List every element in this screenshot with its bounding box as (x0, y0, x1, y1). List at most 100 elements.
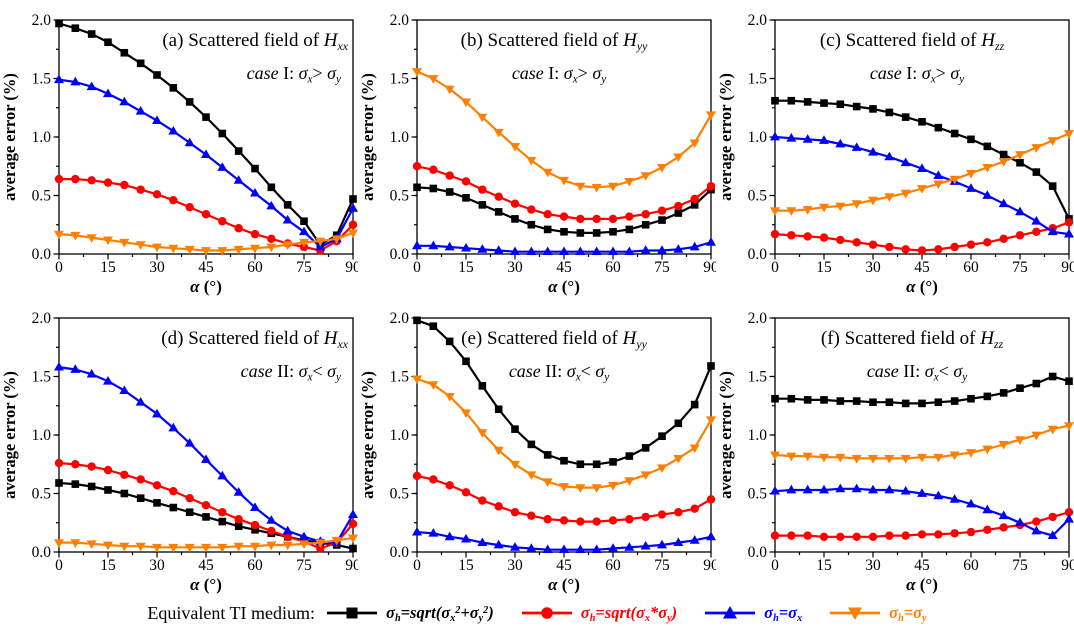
triangle-down-marker (851, 455, 862, 464)
x-tick-label: 60 (963, 259, 979, 276)
chart-svg-c: 0 15 30 45 60 75 90 0.0 0.5 1.0 1.5 2.0 α (°) average… (716, 12, 1074, 296)
triangle-down-marker (348, 534, 358, 544)
square-marker (641, 220, 650, 229)
square-marker (658, 432, 666, 440)
square-marker (251, 164, 259, 173)
triangle-up-marker (70, 364, 81, 373)
circle-marker (201, 501, 211, 510)
circle-marker (706, 495, 716, 504)
chart-e: 0 15 30 45 60 75 90 0.0 0.5 1.0 1.5 2.0 α (°) average… (358, 298, 719, 596)
triangle-down-marker (575, 484, 586, 493)
triangle-up-marker (510, 542, 520, 551)
x-tick-label: 30 (865, 557, 881, 574)
y-tick-label: 2.0 (390, 12, 410, 29)
square-marker (185, 98, 194, 106)
triangle-up-marker (900, 157, 911, 167)
circle-marker (136, 185, 145, 194)
triangle-up-marker (184, 137, 195, 147)
series-triangle-up (770, 131, 1074, 238)
y-tick-label: 2.0 (748, 310, 768, 327)
chart-b: 0 15 30 45 60 75 90 0.0 0.5 1.0 1.5 2.0 α (°) average… (358, 0, 719, 298)
circle-marker (917, 246, 927, 255)
triangle-down-marker (135, 542, 146, 552)
y-tick-label: 1.0 (32, 129, 52, 146)
square-marker (218, 129, 227, 138)
legend-triangle-down-swatch (830, 607, 881, 620)
square-marker (885, 398, 894, 407)
legend-item: σh=σx (703, 603, 802, 623)
triangle-down-marker (559, 176, 569, 186)
circle-marker (87, 176, 96, 185)
triangle-down-marker (819, 203, 829, 213)
square-marker (413, 316, 421, 325)
square-marker (1016, 158, 1024, 167)
y-tick-label: 2.0 (32, 310, 52, 327)
legend-triangle-up-swatch (705, 605, 756, 619)
circle-marker (1015, 231, 1025, 240)
triangle-down-marker (103, 541, 113, 551)
square-marker (218, 517, 227, 526)
y-tick-label: 0.0 (32, 544, 52, 561)
x-tick-label: 15 (458, 259, 474, 276)
triangle-down-marker (1047, 137, 1058, 146)
series-triangle-down (54, 534, 358, 553)
triangle-down-marker (412, 375, 422, 385)
triangle-down-marker (640, 471, 651, 480)
circle-marker (494, 502, 503, 511)
chart-subtitle: case II: σx< σy (867, 361, 967, 384)
triangle-up-marker (461, 242, 471, 252)
triangle-down-marker (119, 542, 130, 552)
triangle-up-marker (217, 470, 228, 480)
triangle-up-marker (835, 138, 846, 148)
chart-title: (d) Scattered field of Hxx (161, 328, 348, 351)
triangle-up-marker (233, 175, 244, 184)
triangle-down-marker (982, 445, 993, 455)
circle-marker (169, 195, 178, 205)
circle-marker (690, 504, 699, 513)
square-marker (1016, 384, 1024, 392)
chart-svg-a: 0 15 30 45 60 75 90 0.0 0.5 1.0 1.5 2.0 α (°) average… (0, 12, 361, 296)
square-marker (136, 59, 145, 68)
circle-marker (787, 231, 796, 240)
square-marker (820, 396, 828, 404)
triangle-down-marker (510, 142, 520, 152)
triangle-up-marker (217, 162, 228, 171)
circle-marker (412, 162, 422, 171)
y-tick-label: 1.0 (748, 129, 768, 146)
circle-marker (706, 181, 716, 191)
square-marker (592, 460, 601, 469)
series-square (55, 479, 357, 553)
triangle-down-marker (250, 244, 260, 254)
square-marker (836, 397, 845, 405)
triangle-down-marker (1015, 436, 1025, 445)
x-tick-label: 60 (247, 557, 263, 574)
circle-marker (103, 465, 113, 475)
circle-marker (267, 234, 276, 243)
square-marker (674, 209, 683, 217)
circle-marker (608, 516, 618, 525)
triangle-up-marker (575, 246, 586, 256)
triangle-down-marker (624, 477, 635, 486)
circle-marker (348, 519, 358, 529)
triangle-up-marker (640, 245, 651, 254)
triangle-down-marker (998, 440, 1009, 450)
x-axis-label: α (°) (190, 277, 222, 296)
triangle-up-marker (657, 245, 667, 254)
square-marker (576, 460, 585, 469)
axis-ticks (411, 19, 712, 260)
square-marker (852, 102, 861, 111)
series-square (413, 183, 715, 237)
x-tick-label: 90 (703, 259, 716, 276)
x-tick-label: 45 (556, 259, 572, 276)
triangle-up-marker (640, 540, 651, 550)
charts-grid: 0 15 30 45 60 75 90 0.0 0.5 1.0 1.5 2.0 α (°) average… (0, 0, 1074, 596)
circle-marker (1064, 218, 1074, 227)
triangle-down-marker (786, 452, 797, 462)
circle-marker (852, 532, 861, 541)
triangle-up-marker (608, 543, 618, 552)
triangle-down-marker (315, 539, 326, 548)
x-tick-label: 60 (605, 259, 621, 276)
square-marker (999, 150, 1008, 159)
x-tick-label: 30 (865, 259, 881, 276)
triangle-up-marker (493, 539, 504, 549)
